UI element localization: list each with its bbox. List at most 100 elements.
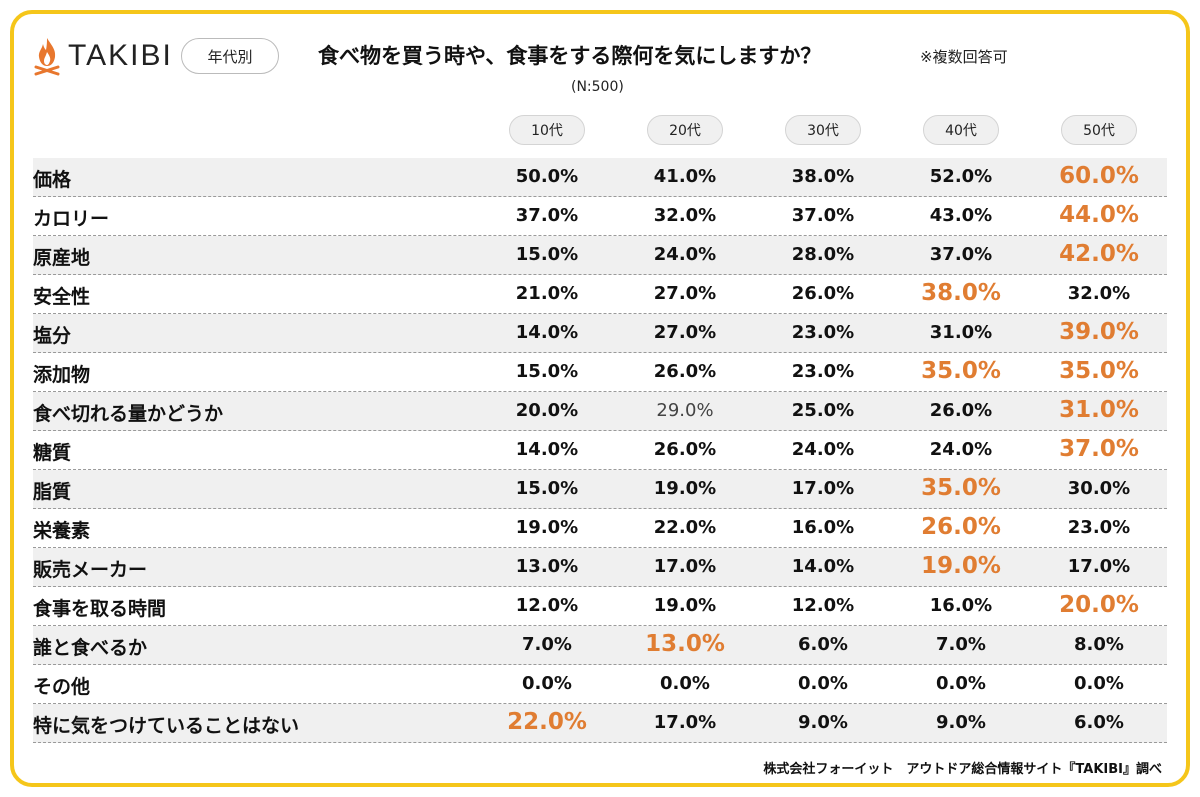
value-cell: 15.0% [515,244,579,265]
source-credit: 株式会社フォーイット アウトドア総合情報サイト『TAKIBI』調べ [763,762,1162,777]
takibi-logo: TAKIBI [32,36,173,76]
row-label: 添加物 [33,364,91,386]
page-title: 食べ物を買う時や、食事をする際何を気にしますか？ [318,44,822,68]
highlight-value-cell: 35.0% [921,358,1001,384]
table-row: カロリー 37.0% 32.0% 37.0% 43.0% 44.0% [33,197,1167,236]
row-label: その他 [33,676,91,698]
highlight-value-cell: 38.0% [921,280,1001,306]
value-cell: 37.0% [791,205,855,226]
column-header-2: 20代 [647,115,723,145]
table-row: 原産地 15.0% 24.0% 28.0% 37.0% 42.0% [33,236,1167,275]
value-cell: 23.0% [1067,517,1131,538]
table-row: 特に気をつけていることはない 22.0% 17.0% 9.0% 9.0% 6.0% [33,704,1167,743]
value-cell: 26.0% [653,439,717,460]
logo-text: TAKIBI [68,39,173,72]
value-cell: 31.0% [929,322,993,343]
campfire-icon [34,38,60,76]
column-header-3: 30代 [785,115,861,145]
value-cell: 50.0% [515,166,579,187]
table-row: 食事を取る時間 12.0% 19.0% 12.0% 16.0% 20.0% [33,587,1167,626]
highlight-value-cell: 31.0% [1059,397,1139,423]
value-cell: 24.0% [653,244,717,265]
table-row: 栄養素 19.0% 22.0% 16.0% 26.0% 23.0% [33,509,1167,548]
value-cell: 0.0% [798,673,848,694]
table-row: 販売メーカー 13.0% 17.0% 14.0% 19.0% 17.0% [33,548,1167,587]
value-cell: 30.0% [1067,478,1131,499]
value-cell: 13.0% [515,556,579,577]
value-cell: 26.0% [929,400,993,421]
highlight-value-cell: 22.0% [507,709,587,735]
value-cell: 37.0% [515,205,579,226]
highlight-value-cell: 19.0% [921,553,1001,579]
value-cell: 43.0% [929,205,993,226]
value-cell: 29.0% [656,400,714,421]
value-cell: 19.0% [653,595,717,616]
value-cell: 26.0% [791,283,855,304]
table-row: 添加物 15.0% 26.0% 23.0% 35.0% 35.0% [33,353,1167,392]
table-row: 塩分 14.0% 27.0% 23.0% 31.0% 39.0% [33,314,1167,353]
value-cell: 15.0% [515,478,579,499]
value-cell: 28.0% [791,244,855,265]
highlight-value-cell: 20.0% [1059,592,1139,618]
table-row: 誰と食べるか 7.0% 13.0% 6.0% 7.0% 8.0% [33,626,1167,665]
row-label: 原産地 [33,247,91,269]
value-cell: 17.0% [653,712,717,733]
row-label: 安全性 [33,286,91,308]
sample-size: (N:500) [571,79,624,95]
highlight-value-cell: 60.0% [1059,163,1139,189]
value-cell: 8.0% [1074,634,1124,655]
value-cell: 52.0% [929,166,993,187]
column-header-4: 40代 [923,115,999,145]
value-cell: 17.0% [1067,556,1131,577]
value-cell: 14.0% [515,322,579,343]
row-label: 塩分 [33,325,72,347]
value-cell: 12.0% [791,595,855,616]
value-cell: 14.0% [791,556,855,577]
row-label: 食べ切れる量かどうか [33,403,224,425]
table-row: 食べ切れる量かどうか 20.0% 29.0% 25.0% 26.0% 31.0% [33,392,1167,431]
highlight-value-cell: 37.0% [1059,436,1139,462]
value-cell: 27.0% [653,322,717,343]
highlight-value-cell: 26.0% [921,514,1001,540]
row-label: 価格 [33,169,72,191]
value-cell: 23.0% [791,361,855,382]
row-label: 脂質 [33,481,72,503]
column-header-1: 10代 [509,115,585,145]
value-cell: 25.0% [791,400,855,421]
row-label: 誰と食べるか [33,637,148,659]
row-label: 食事を取る時間 [33,598,167,620]
value-cell: 16.0% [929,595,993,616]
value-cell: 37.0% [929,244,993,265]
highlight-value-cell: 35.0% [921,475,1001,501]
value-cell: 17.0% [653,556,717,577]
value-cell: 0.0% [522,673,572,694]
value-cell: 26.0% [653,361,717,382]
value-cell: 14.0% [515,439,579,460]
value-cell: 0.0% [1074,673,1124,694]
highlight-value-cell: 44.0% [1059,202,1139,228]
highlight-value-cell: 13.0% [645,631,725,657]
table-row: 脂質 15.0% 19.0% 17.0% 35.0% 30.0% [33,470,1167,509]
value-cell: 7.0% [522,634,572,655]
value-cell: 38.0% [791,166,855,187]
value-cell: 17.0% [791,478,855,499]
value-cell: 7.0% [936,634,986,655]
value-cell: 9.0% [798,712,848,733]
row-label: カロリー [33,208,110,230]
value-cell: 32.0% [653,205,717,226]
row-label: 特に気をつけていることはない [33,715,300,737]
multiple-answer-note: ※複数回答可 [920,48,1008,66]
highlight-value-cell: 39.0% [1059,319,1139,345]
value-cell: 12.0% [515,595,579,616]
value-cell: 9.0% [936,712,986,733]
value-cell: 41.0% [653,166,717,187]
value-cell: 6.0% [1074,712,1124,733]
value-cell: 24.0% [929,439,993,460]
value-cell: 21.0% [515,283,579,304]
column-header-5: 50代 [1061,115,1137,145]
table-row: 安全性 21.0% 27.0% 26.0% 38.0% 32.0% [33,275,1167,314]
value-cell: 6.0% [798,634,848,655]
value-cell: 19.0% [653,478,717,499]
value-cell: 22.0% [653,517,717,538]
filter-pill-age: 年代別 [181,38,279,74]
